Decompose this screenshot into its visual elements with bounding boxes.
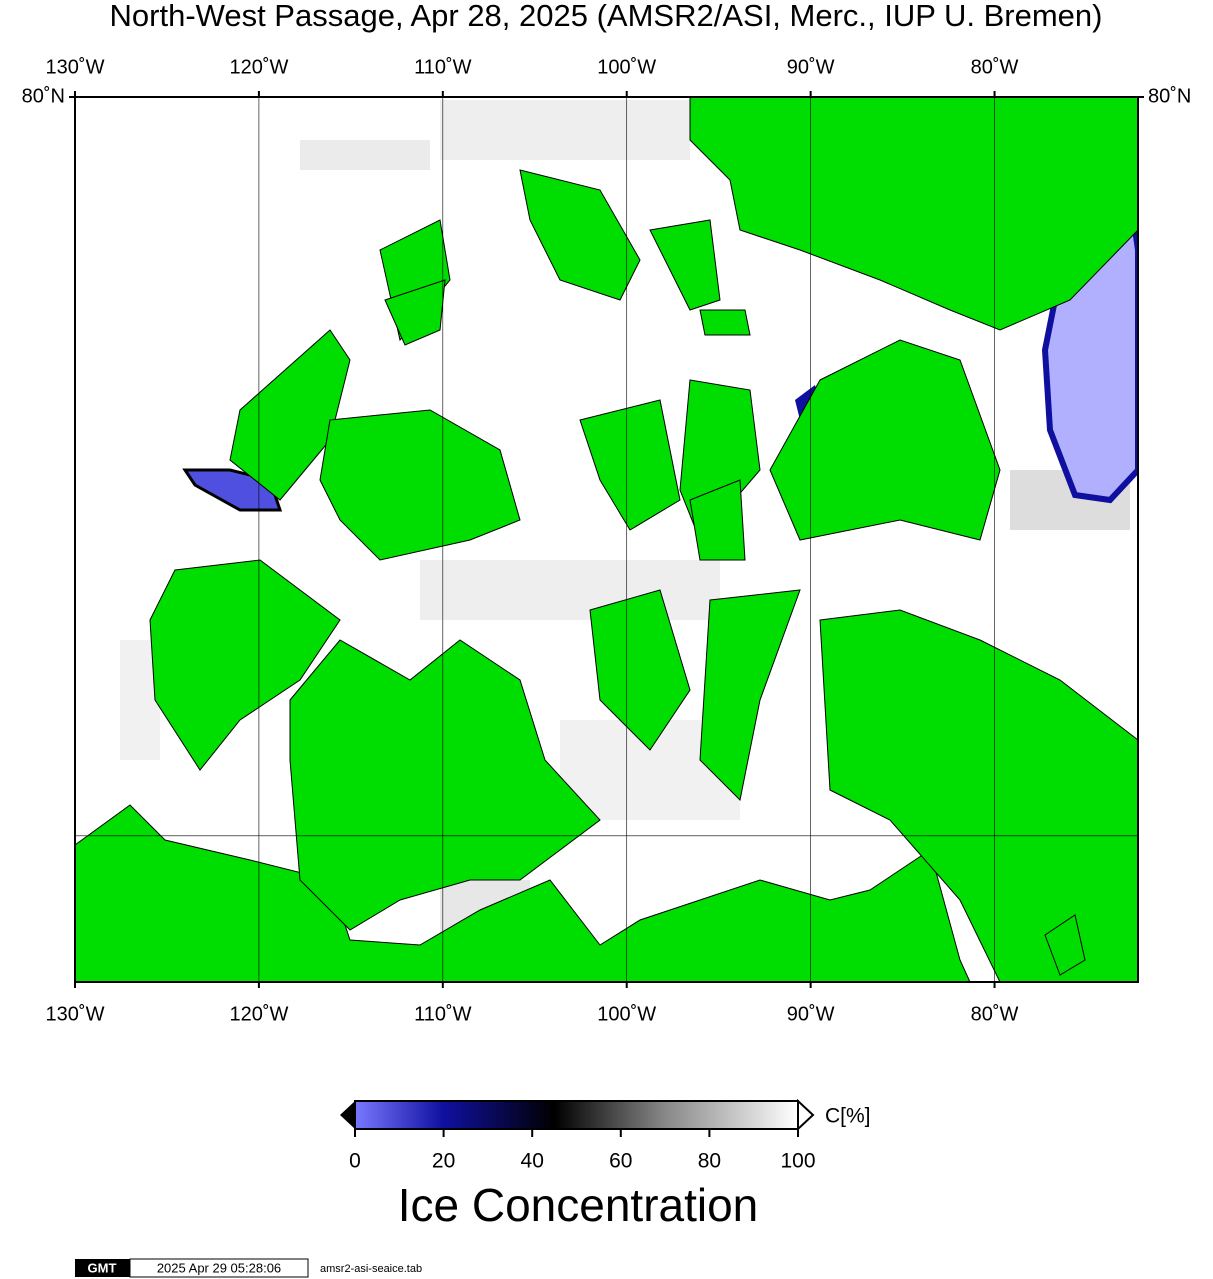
lon-label: 90˚W [787,1003,835,1025]
colorbar-over [797,1098,815,1132]
file-name: amsr2-asi-seaice.tab [320,1263,422,1275]
timestamp: 2025 Apr 29 05:28:06 [157,1260,281,1275]
colorbar-title: Ice Concentration [398,1179,759,1231]
lon-label: 110˚W [414,56,472,78]
lon-label: 130˚W [46,1003,105,1025]
logo-box [75,1259,130,1277]
lon-label: 120˚W [229,1003,288,1025]
colorbar-tick-label: 100 [780,1150,815,1173]
lon-label: 110˚W [414,1003,472,1025]
map-area [75,97,1138,982]
colorbar-under [340,1101,355,1129]
lon-label: 100˚W [597,56,656,78]
colorbar-tick-label: 60 [609,1150,632,1173]
colorbar-tick-label: 20 [432,1150,455,1173]
colorbar: C[%] Ice Concentration 0 20 40 60 80 100 [340,1098,871,1231]
lon-label: 90˚W [787,56,835,78]
colorbar-tick-label: 40 [521,1150,544,1173]
colorbar-ramp [354,1100,799,1130]
lon-label: 80˚W [971,56,1019,78]
lat-label: 80˚N [1148,85,1191,107]
lon-label: 100˚W [597,1003,656,1025]
title: North-West Passage, Apr 28, 2025 (AMSR2/… [110,0,1103,33]
lon-label: 120˚W [229,56,288,78]
colorbar-tick-label: 80 [698,1150,721,1173]
land [75,97,1138,982]
lat-label: 80˚N [22,85,65,107]
logo: GMT [88,1260,117,1275]
lon-label: 80˚W [971,1003,1019,1025]
colorbar-unit: C[%] [825,1105,871,1128]
lon-label: 130˚W [46,56,105,78]
timestamp-box [129,1258,309,1278]
colorbar-tick-label: 0 [349,1150,361,1173]
map-frame [74,96,1139,983]
footer: GMT 2025 Apr 29 05:28:06 amsr2-asi-seaic… [75,1258,422,1278]
